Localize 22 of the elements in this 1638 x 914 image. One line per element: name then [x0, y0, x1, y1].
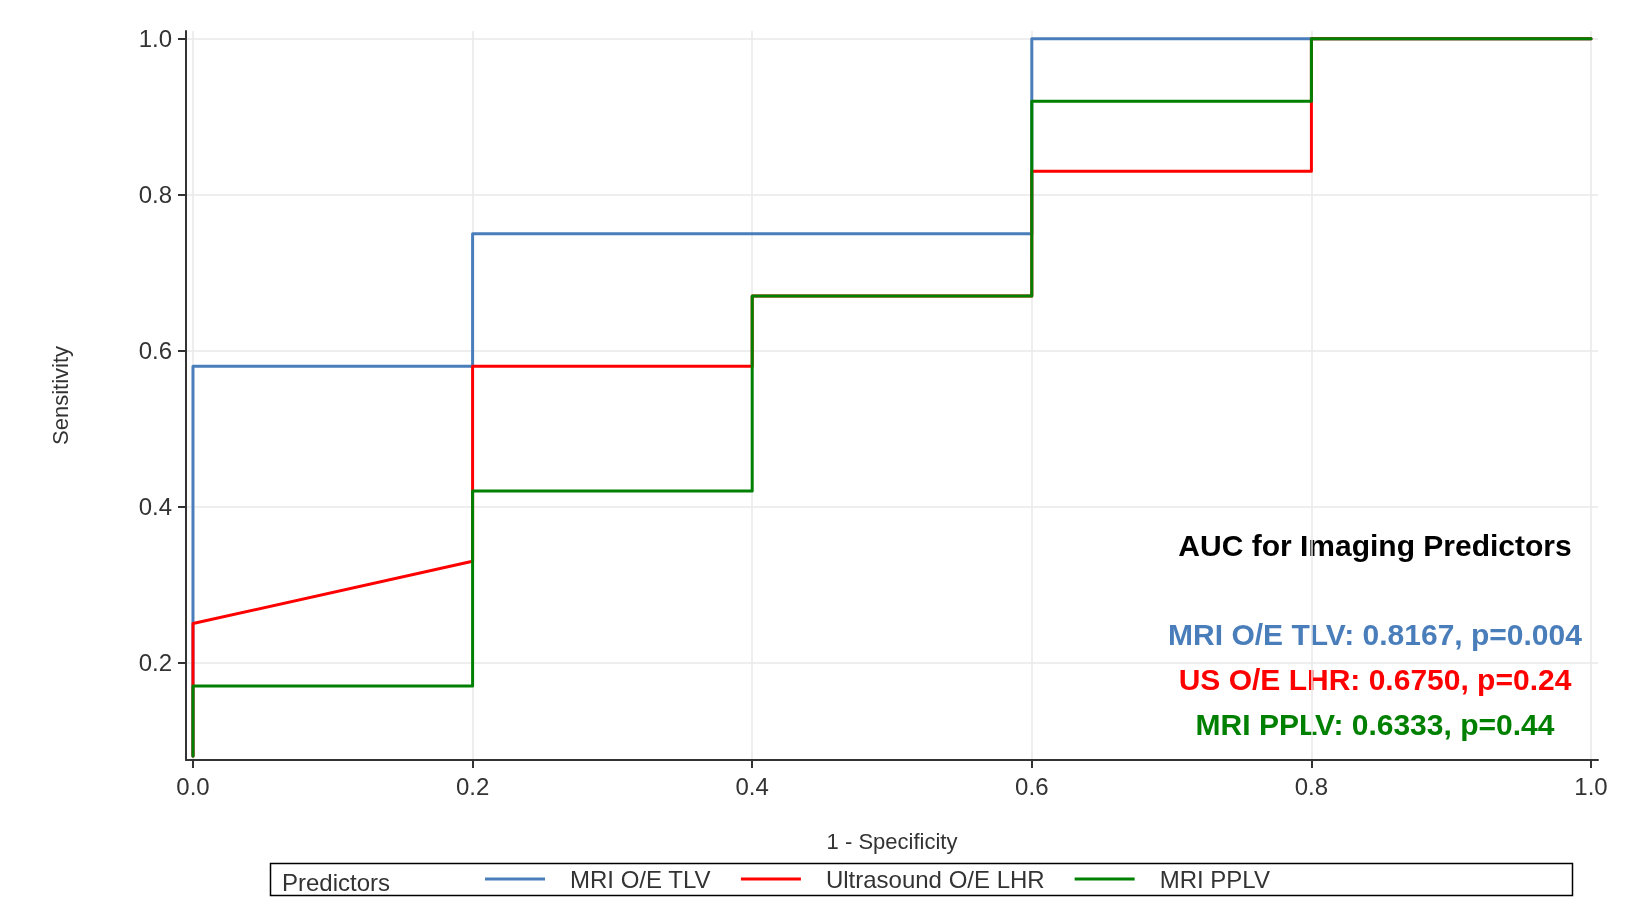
legend-label: MRI PPLV	[1159, 865, 1270, 893]
y-tick-label: 0.2	[138, 649, 172, 677]
x-tick-label: 0.4	[735, 772, 769, 800]
y-axis-title: Sensitivity	[47, 345, 73, 446]
legend-label: MRI O/E TLV	[570, 865, 711, 893]
line-series	[191, 37, 1593, 758]
annotation: MRI O/E TLV: 0.8167, p=0.004	[1168, 617, 1583, 651]
annotation: MRI PPLV: 0.6333, p=0.44	[1195, 707, 1555, 741]
legend-title: Predictors	[282, 868, 391, 896]
x-tick-label: 0.8	[1294, 772, 1329, 800]
x-tick-label: 1.0	[1574, 772, 1608, 800]
annotation: AUC for Imaging Predictors	[1178, 528, 1572, 562]
annotation: US O/E LHR: 0.6750, p=0.24	[1178, 662, 1572, 696]
y-tick-label: 1.0	[138, 25, 172, 53]
x-axis-title: 1 - Specificity	[826, 828, 958, 854]
x-tick-label: 0.2	[455, 772, 490, 800]
y-tick-label: 0.6	[138, 337, 172, 365]
x-tick-label: 0.0	[176, 772, 210, 800]
y-tick-label: 0.4	[138, 493, 172, 521]
y-tick-label: 0.8	[138, 181, 172, 209]
legend-label: Ultrasound O/E LHR	[825, 865, 1045, 893]
x-tick-label: 0.6	[1015, 772, 1049, 800]
